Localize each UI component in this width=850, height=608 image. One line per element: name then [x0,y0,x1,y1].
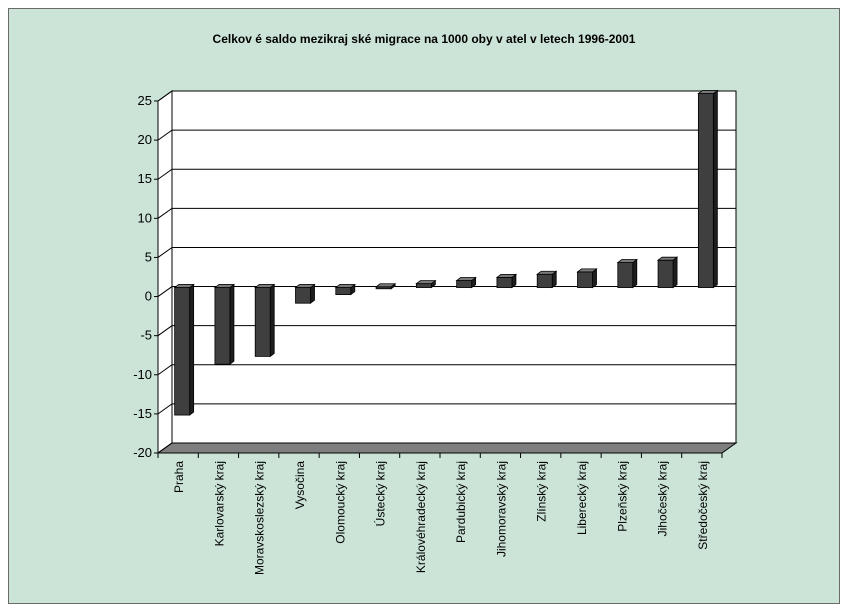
gridline [157,168,736,180]
bar-side [672,256,678,289]
bar [415,283,432,288]
bar-top [415,280,437,285]
bar [254,287,271,357]
x-tick-label: Ústecký kraj [373,461,388,526]
bar-top [495,273,518,278]
plot-side-wall [157,90,173,454]
bar [657,259,674,288]
gridline [157,325,736,337]
gridline [157,207,736,219]
bar [697,93,714,288]
x-tick-label: Vysočina [293,461,307,510]
y-tick-label: 0 [145,289,152,304]
x-tick-label: Pardubický kraj [454,461,468,543]
bar-side [229,283,235,366]
gridline [157,129,736,141]
bar-side [632,258,638,289]
y-tick-label: 10 [138,210,152,225]
bar-side [269,283,275,358]
bar-side [189,283,195,416]
bar [617,262,634,288]
chart-title: Celkov é saldo mezikraj ské migrace na 1… [212,32,636,46]
gridline [157,246,736,258]
x-tick-label: Liberecký kraj [575,461,589,535]
bar [174,287,191,416]
bar [214,287,231,365]
bar-top [455,277,477,281]
x-tick-label: Plzeňský kraj [615,461,629,532]
bar-side [712,89,718,289]
x-tick-label: Karlovarský kraj [212,461,226,546]
y-tick-label: -15 [133,406,152,421]
bar-top [254,284,276,288]
x-tick-label: Olomoucký kraj [333,461,347,544]
plot-back-wall [171,90,737,444]
bar-top [294,284,316,288]
y-tick-label: -20 [133,445,152,460]
x-tick-label: Jihočeský kraj [656,461,670,536]
x-tick-label: Jihomoravský kraj [494,461,508,557]
x-tick-label: Praha [172,461,186,493]
y-tick-label: 5 [145,249,152,264]
bar-top [173,284,195,288]
y-tick-label: -10 [133,367,152,382]
bar [335,287,352,295]
gridline [157,90,736,102]
y-tick-label: -5 [140,328,152,343]
bar [536,273,553,288]
gridline [157,442,736,454]
bar-top [334,284,356,288]
bar [577,271,593,288]
gridline [157,403,736,415]
y-tick-label: 15 [138,171,152,186]
x-tick-label: Středočeský kraj [696,461,710,550]
bar-top [616,259,638,263]
bar-top [374,283,397,288]
x-tick-label: Královéhradecký kraj [414,461,428,573]
bar-top [697,90,719,94]
x-tick-label: Zlínský kraj [535,461,549,522]
bar-top [536,270,558,275]
bar-top [576,268,598,273]
bar [496,276,513,288]
x-tick-label: Moravskoslezský kraj [253,461,267,575]
bar-top [656,256,679,261]
gridline [157,364,736,376]
bar [456,280,473,288]
bar-top [213,284,236,288]
y-tick-label: 25 [138,93,152,108]
y-tick-label: 20 [138,132,152,147]
bar [295,287,311,304]
plot-floor [156,442,738,454]
